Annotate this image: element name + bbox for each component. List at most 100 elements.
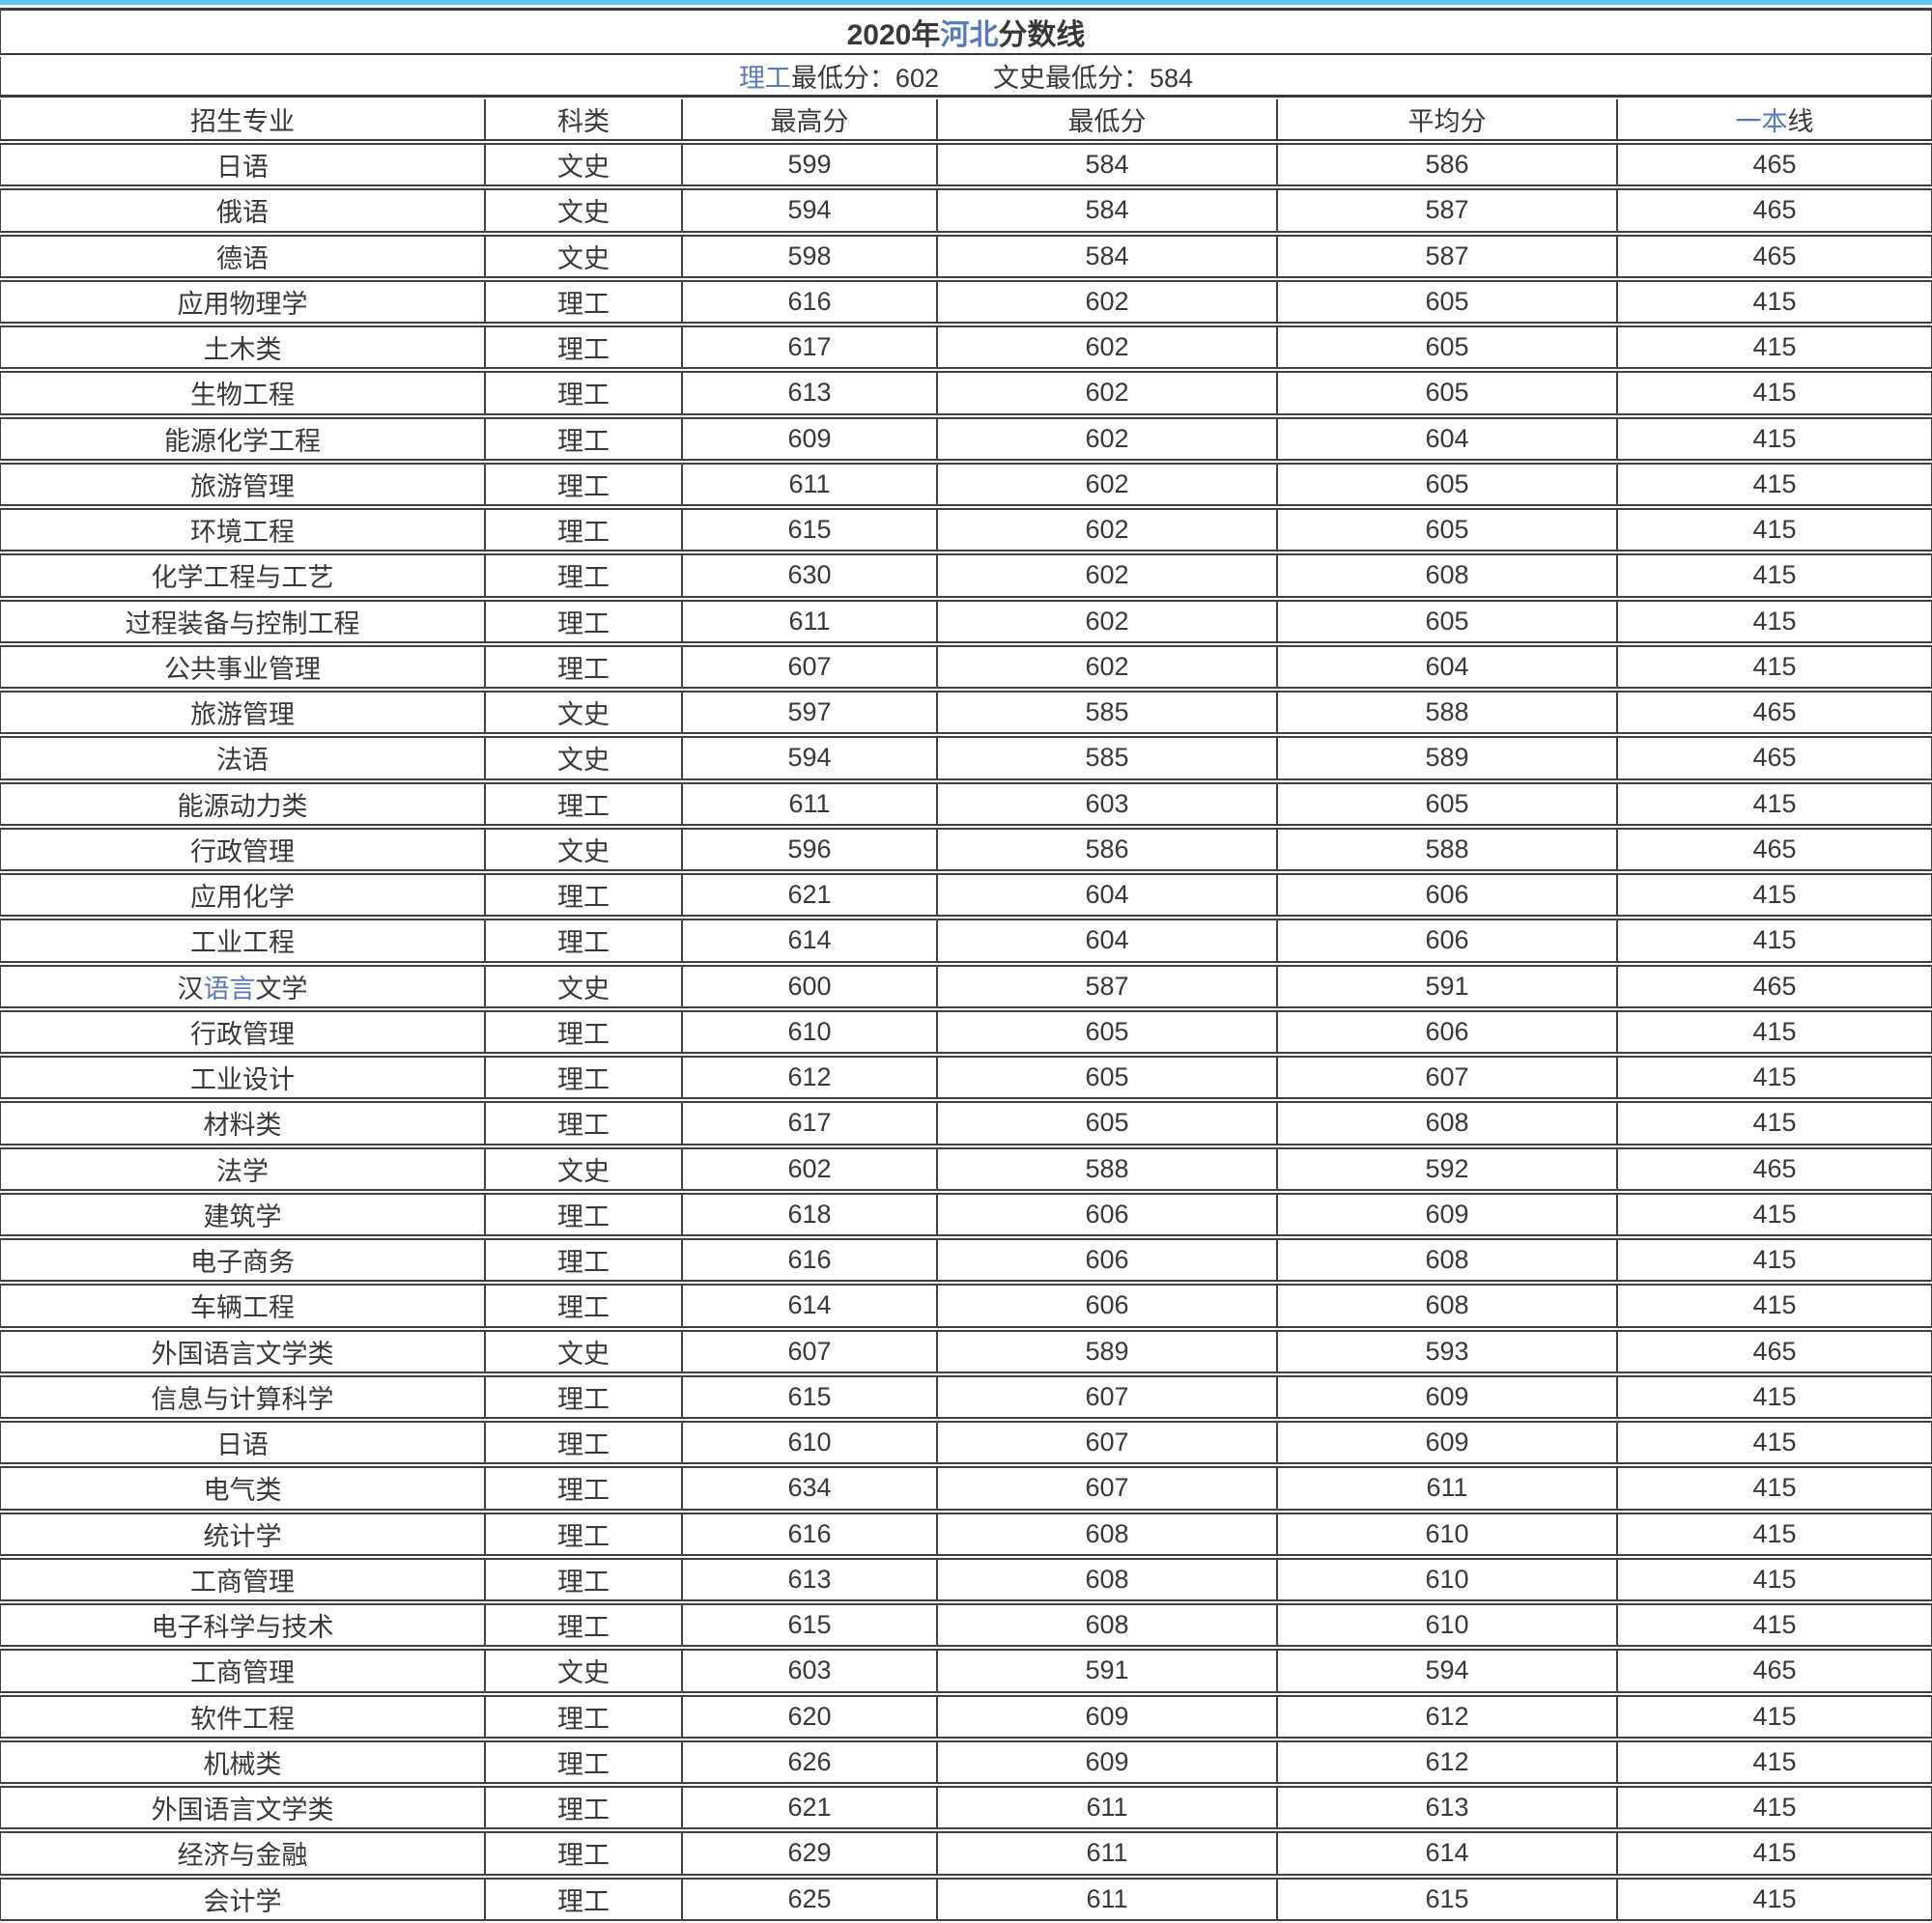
avg-score-cell: 610 (1277, 1512, 1617, 1556)
max-score-cell: 612 (682, 1056, 937, 1100)
major-cell: 行政管理 (0, 1009, 485, 1054)
min-score-cell: 604 (937, 919, 1277, 963)
category-cell: 理工 (485, 462, 682, 506)
min-score-cell: 609 (937, 1694, 1277, 1739)
subtitle-link-ligong[interactable]: 理工 (738, 64, 791, 93)
min-score-cell: 589 (937, 1329, 1277, 1373)
major-cell: 工商管理 (0, 1557, 485, 1601)
avg-score-cell: 607 (1277, 1056, 1617, 1100)
tier1-line-cell: 465 (1617, 1146, 1932, 1191)
major-cell: 日语 (0, 1421, 485, 1465)
col-header-tier1-line: 一本线 (1617, 99, 1932, 141)
major-cell: 汉语言文学 (0, 964, 485, 1008)
min-score-cell: 602 (937, 553, 1277, 598)
table-row: 机械类 理工 626 609 612 415 (0, 1739, 1932, 1784)
major-cell: 车辆工程 (0, 1284, 485, 1328)
title-link-hebei[interactable]: 河北 (940, 19, 999, 51)
avg-score-cell: 609 (1277, 1374, 1617, 1419)
min-score-cell: 602 (937, 416, 1277, 461)
max-score-cell: 621 (682, 1786, 937, 1830)
major-cell: 化学工程与工艺 (0, 553, 485, 598)
category-cell: 理工 (485, 644, 682, 689)
min-score-cell: 606 (937, 1284, 1277, 1328)
tier1-line-cell: 415 (1617, 1284, 1932, 1328)
max-score-cell: 594 (682, 736, 937, 780)
max-score-cell: 617 (682, 325, 937, 370)
table-row: 法语 文史 594 585 589 465 (0, 736, 1932, 780)
avg-score-cell: 612 (1277, 1694, 1617, 1739)
category-cell: 文史 (485, 827, 682, 871)
category-cell: 理工 (485, 416, 682, 461)
category-cell: 理工 (485, 371, 682, 415)
table-row: 能源化学工程 理工 609 602 604 415 (0, 416, 1932, 461)
major-cell: 建筑学 (0, 1192, 485, 1236)
major-cell: 旅游管理 (0, 462, 485, 506)
category-cell: 理工 (485, 1374, 682, 1419)
table-row: 旅游管理 理工 611 602 605 415 (0, 462, 1932, 506)
major-cell: 电子科学与技术 (0, 1603, 485, 1648)
major-cell: 工业设计 (0, 1056, 485, 1100)
avg-score-cell: 594 (1277, 1649, 1617, 1693)
max-score-cell: 609 (682, 416, 937, 461)
table-row: 日语 理工 610 607 609 415 (0, 1421, 1932, 1465)
major-cell: 信息与计算科学 (0, 1374, 485, 1419)
max-score-cell: 618 (682, 1192, 937, 1236)
tier1-line-cell: 415 (1617, 1512, 1932, 1556)
major-cell: 统计学 (0, 1512, 485, 1556)
avg-score-cell: 605 (1277, 781, 1617, 826)
avg-score-cell: 605 (1277, 371, 1617, 415)
tier1-line-cell: 465 (1617, 1649, 1932, 1693)
subtitle-row: 理工最低分：602 文史最低分：584 (0, 57, 1932, 98)
major-cell: 外国语言文学类 (0, 1786, 485, 1830)
major-cell: 能源动力类 (0, 781, 485, 826)
min-score-cell: 602 (937, 599, 1277, 643)
max-score-cell: 614 (682, 919, 937, 963)
avg-score-cell: 588 (1277, 827, 1617, 871)
top-accent-bar (0, 0, 1932, 5)
category-cell: 文史 (485, 1146, 682, 1191)
col-header-min-score: 最低分 (937, 99, 1277, 141)
max-score-cell: 616 (682, 1512, 937, 1556)
category-cell: 理工 (485, 919, 682, 963)
category-cell: 理工 (485, 1739, 682, 1784)
max-score-cell: 615 (682, 1603, 937, 1648)
major-cell: 德语 (0, 234, 485, 278)
avg-score-cell: 610 (1277, 1603, 1617, 1648)
min-score-cell: 602 (937, 462, 1277, 506)
min-score-cell: 605 (937, 1009, 1277, 1054)
table-row: 电子商务 理工 616 606 608 415 (0, 1238, 1932, 1283)
page-title: 2020年河北分数线 (0, 8, 1932, 55)
min-score-cell: 602 (937, 325, 1277, 370)
avg-score-cell: 604 (1277, 416, 1617, 461)
major-cell: 俄语 (0, 188, 485, 233)
avg-score-cell: 609 (1277, 1421, 1617, 1465)
min-score-cell: 602 (937, 279, 1277, 324)
category-cell: 理工 (485, 1101, 682, 1145)
tier1-line-cell: 465 (1617, 691, 1932, 735)
tier1-line-cell: 415 (1617, 1557, 1932, 1601)
max-score-cell: 611 (682, 599, 937, 643)
max-score-cell: 610 (682, 1009, 937, 1054)
table-row: 工商管理 文史 603 591 594 465 (0, 1649, 1932, 1693)
tier1-line-cell: 415 (1617, 462, 1932, 506)
category-cell: 文史 (485, 143, 682, 187)
table-row: 工业工程 理工 614 604 606 415 (0, 919, 1932, 963)
major-link[interactable]: 语言 (203, 974, 256, 1004)
major-cell: 软件工程 (0, 1694, 485, 1739)
tier1-line-cell: 465 (1617, 1329, 1932, 1373)
tier1-line-cell: 415 (1617, 325, 1932, 370)
tier1-line-cell: 415 (1617, 599, 1932, 643)
major-cell: 电气类 (0, 1466, 485, 1511)
min-score-cell: 607 (937, 1421, 1277, 1465)
avg-score-cell: 604 (1277, 644, 1617, 689)
table-row: 工业设计 理工 612 605 607 415 (0, 1056, 1932, 1100)
table-row: 旅游管理 文史 597 585 588 465 (0, 691, 1932, 735)
col-header-avg-score: 平均分 (1277, 99, 1617, 141)
category-cell: 文史 (485, 1649, 682, 1693)
table-row: 行政管理 理工 610 605 606 415 (0, 1009, 1932, 1054)
tier1-link[interactable]: 一本 (1735, 107, 1788, 136)
major-cell: 应用物理学 (0, 279, 485, 324)
min-score-cell: 603 (937, 781, 1277, 826)
min-score-cell: 604 (937, 873, 1277, 918)
major-cell: 外国语言文学类 (0, 1329, 485, 1373)
